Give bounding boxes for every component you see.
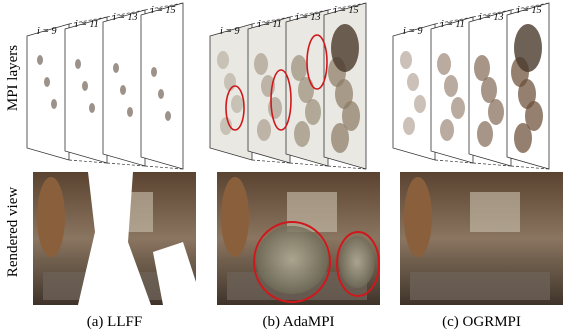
layer-content bbox=[217, 51, 229, 69]
caption: (b) AdaMPI bbox=[262, 314, 334, 330]
layer-label: i = 11 bbox=[258, 19, 282, 30]
image-detail bbox=[410, 272, 550, 300]
blur-region bbox=[339, 236, 375, 288]
layer-content bbox=[514, 24, 542, 72]
layer-label: i = 15 bbox=[517, 5, 542, 16]
layer-content bbox=[165, 111, 171, 121]
layer-content bbox=[151, 67, 157, 77]
mpi-layer bbox=[393, 24, 435, 160]
layer-content bbox=[120, 85, 126, 95]
layer-content bbox=[437, 53, 451, 75]
layer-label: i = 13 bbox=[479, 12, 504, 23]
layer-content bbox=[127, 107, 133, 117]
layer-label: i = 15 bbox=[334, 5, 359, 16]
layer-label: i = 9 bbox=[403, 26, 423, 37]
image-detail bbox=[470, 192, 520, 232]
layer-content bbox=[294, 121, 310, 147]
mpi-layer bbox=[210, 24, 252, 160]
layer-label: i = 11 bbox=[75, 19, 99, 30]
image-detail bbox=[37, 177, 65, 257]
layer-content bbox=[481, 77, 497, 103]
layer-content bbox=[257, 119, 271, 141]
layer-content bbox=[414, 95, 426, 113]
layer-content bbox=[89, 103, 95, 113]
layer-content bbox=[403, 117, 415, 135]
image-detail bbox=[404, 177, 432, 257]
layer-content bbox=[331, 123, 349, 153]
mpi-layer bbox=[141, 3, 183, 169]
figure: MPI layers Rendered view i = 9 i = 11 i = … bbox=[0, 0, 568, 334]
layer-label: i = 15 bbox=[151, 5, 176, 16]
mpi-layer bbox=[27, 24, 69, 160]
caption: (c) OGRMPI bbox=[442, 314, 521, 330]
layer-label: i = 9 bbox=[220, 26, 240, 37]
layer-content bbox=[477, 121, 493, 147]
layer-content bbox=[82, 81, 88, 91]
layer-label: i = 9 bbox=[37, 26, 57, 37]
layer-content bbox=[298, 77, 314, 103]
image-detail bbox=[287, 192, 337, 232]
layer-content bbox=[268, 97, 282, 119]
layer-content bbox=[44, 77, 50, 87]
layer-label: i = 11 bbox=[441, 19, 465, 30]
layer-content bbox=[400, 51, 412, 69]
layer-content bbox=[331, 24, 359, 72]
layer-content bbox=[158, 89, 164, 99]
layer-content bbox=[451, 97, 465, 119]
layer-label: i = 13 bbox=[296, 12, 321, 23]
layer-content bbox=[444, 75, 458, 97]
layer-content bbox=[440, 119, 454, 141]
layer-content bbox=[113, 63, 119, 73]
layer-content bbox=[488, 99, 504, 125]
layer-content bbox=[514, 123, 532, 153]
layer-content bbox=[75, 59, 81, 69]
layer-content bbox=[231, 95, 243, 113]
layer-label: i = 13 bbox=[113, 12, 138, 23]
caption: (a) LLFF bbox=[87, 314, 142, 330]
layer-content bbox=[407, 73, 419, 91]
layer-content bbox=[254, 53, 268, 75]
layer-content bbox=[51, 99, 57, 109]
layer-content bbox=[305, 99, 321, 125]
image-detail bbox=[221, 177, 249, 257]
row-label: MPI layers bbox=[5, 45, 21, 111]
layer-content bbox=[37, 55, 43, 65]
row-label: Rendered view bbox=[5, 187, 21, 278]
layer-content bbox=[474, 55, 490, 81]
blur-region bbox=[256, 226, 328, 294]
layer-content bbox=[291, 55, 307, 81]
